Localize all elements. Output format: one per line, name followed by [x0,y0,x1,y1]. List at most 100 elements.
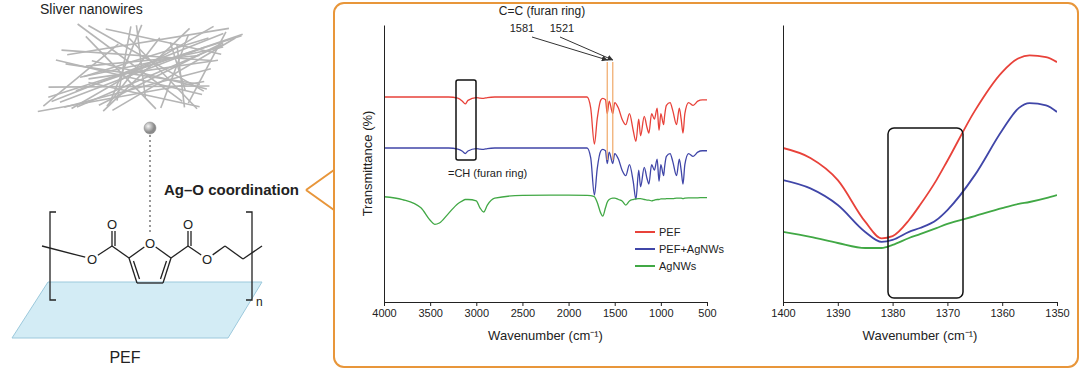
bond [114,231,115,246]
bond [225,246,243,259]
atom-label: O [183,217,193,232]
series-line [384,148,707,200]
x-tick-label: 2500 [511,307,535,319]
x-tick-label: 1350 [1045,307,1069,319]
nanowire [161,35,189,108]
pef-structure: O O O O O [42,212,262,300]
x-tick-label: 1370 [936,307,960,319]
x-tick-mark [476,302,477,306]
x-tick-mark [947,302,948,306]
bond [129,258,137,283]
repeat-label: n [256,295,263,309]
y-axis-title: Transmittance (%) [360,111,375,217]
x-tick-mark [615,302,616,306]
annotation-arrow [532,37,607,60]
x-tick-label: 1000 [649,307,673,319]
x-axis-title: Wavenumber (cm⁻¹) [863,328,978,343]
x-tick-mark [1002,302,1003,306]
atom-label: O [202,252,212,267]
bond [42,246,85,257]
legend: PEFPEF+AgNWsAgNWs [635,226,725,272]
bond [161,261,167,279]
x-tick: 2500 [511,302,535,319]
legend-swatch [635,231,655,233]
annotations: 1581 1521 C=C (furan ring) =CH (furan ring) [448,4,613,179]
link-label: Ag–O coordination [164,181,299,198]
nanowire [61,50,211,60]
x-tick: 1380 [881,302,905,319]
x-tick-mark [384,302,385,306]
x-tick-mark [893,302,894,306]
x-tick-mark [569,302,570,306]
annotation-line [607,62,608,160]
x-tick-mark [522,302,523,306]
nanowire [80,47,223,77]
x-tick-label: 1400 [771,307,795,319]
bond [129,247,144,258]
nanowire [56,60,202,94]
x-tick-mark [430,302,431,306]
x-axis: 1400 1390 1380 1370 1360 1350 [771,302,1069,319]
bond [137,282,163,283]
bond [111,231,112,246]
x-tick: 1370 [936,302,960,319]
x-tick: 500 [698,302,716,319]
bond [134,261,140,279]
x-tick-label: 3500 [418,307,442,319]
x-tick-label: 1390 [826,307,850,319]
annotation-label: C=C (furan ring) [499,4,585,18]
bond [213,246,225,255]
callout-connector [306,170,334,210]
x-tick-label: 2000 [557,307,581,319]
legend-swatch [635,265,655,267]
callout-box [334,3,1078,367]
bond [171,246,188,258]
diagram-title: Sliver nanowires [40,1,143,17]
bond [188,246,201,255]
x-axis-line [784,302,1058,303]
x-tick-mark [838,302,839,306]
annotation-arrow [560,37,613,60]
x-tick-label: 500 [698,307,716,319]
plot-area [384,97,707,224]
atom-label: O [145,236,155,251]
substrate-label: PEF [109,349,140,366]
bracket [50,212,56,300]
atom-label: O [107,217,117,232]
x-tick-mark [661,302,662,306]
y-axis [384,26,385,303]
annotation-label: 1581 [510,22,534,34]
y-axis-line [384,26,385,303]
x-tick: 3000 [465,302,489,319]
chart: 1400 1390 1380 1370 1360 1350 Wavenumber (cm⁻¹… [771,26,1069,344]
bond [190,231,191,246]
bond [187,231,188,246]
highlight-box [456,80,476,160]
x-axis-title: Wavenumber (cm⁻¹) [488,328,603,343]
bond [98,246,112,255]
bond [156,247,171,258]
coordination-bond [149,135,151,233]
legend-swatch [635,248,655,250]
y-axis-line [783,26,784,303]
chart: 4000350030002500200015001000500Wavenumbe… [360,4,725,343]
x-tick: 1000 [649,302,673,319]
bond [112,246,129,258]
x-tick: 3500 [418,302,442,319]
series-line [783,103,1057,242]
x-axis: 4000350030002500200015001000500 [372,302,716,319]
x-tick-label: 1500 [603,307,627,319]
x-tick: 2000 [557,302,581,319]
series-line [384,195,707,224]
x-tick-label: 3000 [465,307,489,319]
x-tick-label: 1360 [990,307,1014,319]
x-tick: 1390 [826,302,850,319]
annotation-label: =CH (furan ring) [448,167,527,179]
x-axis-line [385,302,708,303]
x-tick: 1360 [990,302,1014,319]
x-tick-mark [1057,302,1058,306]
legend-label: PEF+AgNWs [659,243,725,255]
atom-label: O [87,252,97,267]
series-line [783,195,1057,248]
annotation-label: 1521 [550,22,574,34]
